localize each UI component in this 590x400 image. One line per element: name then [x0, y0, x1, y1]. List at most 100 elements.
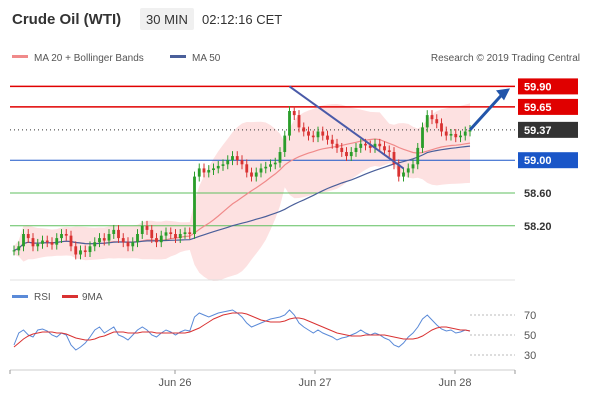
candle-body: [411, 164, 415, 169]
candle-body: [245, 164, 249, 173]
ma9-legend-swatch: [62, 295, 78, 298]
candle-body: [392, 152, 396, 165]
x-tick-label: Jun 27: [298, 377, 331, 389]
candle-body: [178, 234, 182, 239]
candle-body: [359, 143, 363, 148]
rsi-legend-swatch: [12, 295, 28, 298]
candle-body: [373, 143, 377, 148]
candle-body: [26, 234, 30, 239]
candle-body: [136, 234, 139, 243]
candle-body: [254, 172, 258, 177]
candle-body: [197, 168, 201, 177]
rsi-legend-label: RSI: [34, 292, 51, 303]
candle-body: [12, 250, 16, 252]
candle-body: [50, 242, 54, 245]
rsi-tick-50: 50: [524, 330, 536, 342]
candle-body: [212, 168, 215, 171]
candle-body: [292, 111, 296, 116]
candle-body: [164, 232, 168, 236]
candle-body: [121, 238, 125, 243]
candle-body: [117, 229, 120, 239]
candle-body: [321, 131, 325, 136]
candle-body: [269, 164, 272, 167]
candle-body: [449, 133, 453, 136]
candle-body: [383, 146, 386, 151]
candle-body: [297, 115, 301, 128]
candle-body: [83, 250, 87, 253]
level-labels: 59.90 59.65 59.37 59.00 58.60 58.20: [518, 78, 578, 233]
candle-body: [60, 234, 63, 239]
level-label-58-20: 58.20: [524, 221, 552, 233]
candle-body: [406, 168, 410, 173]
candle-body: [288, 111, 291, 136]
candle-body: [231, 156, 234, 161]
trendline: [288, 85, 405, 170]
candle-body: [183, 232, 187, 234]
candle-body: [368, 145, 372, 148]
candle-body: [145, 225, 149, 230]
candle-body: [425, 115, 429, 128]
candle-body: [31, 238, 35, 247]
candle-body: [155, 238, 158, 243]
ma50-legend-swatch: [170, 55, 186, 58]
level-badge-59-65: [518, 98, 578, 115]
candle-body: [240, 160, 244, 165]
x-axis: Jun 26 Jun 27 Jun 28: [9, 370, 516, 389]
candle-body: [250, 172, 253, 177]
candle-body: [102, 238, 106, 241]
level-badge-59-00: [518, 152, 578, 169]
candle-body: [330, 139, 334, 144]
candle-body: [41, 240, 44, 244]
candle-body: [45, 240, 49, 243]
candle-body: [36, 243, 40, 247]
candle-body: [430, 115, 434, 120]
candle-body: [302, 127, 306, 132]
forecast-arrow-head: [496, 88, 510, 101]
forecast-arrow-shaft: [468, 91, 506, 131]
candle-body: [98, 238, 101, 243]
candle-body: [335, 143, 339, 148]
candle-body: [316, 131, 320, 138]
candle-body: [131, 242, 135, 247]
rsi-tick-30: 30: [524, 350, 536, 362]
candle-body: [188, 232, 192, 234]
candle-body: [311, 135, 315, 138]
candle-body: [459, 135, 462, 138]
instrument-title: Crude Oil (WTI): [12, 11, 121, 28]
candle-body: [174, 234, 177, 239]
candle-body: [93, 242, 97, 247]
rsi-9ma-line: [13, 312, 471, 348]
candle-body: [259, 168, 263, 173]
candle-body: [216, 165, 220, 169]
ma50-legend-label: MA 50: [192, 53, 221, 64]
candle-body: [207, 170, 211, 173]
candle-body: [345, 152, 348, 157]
candle-body: [468, 129, 472, 132]
candle-body: [364, 143, 367, 146]
candle-body: [126, 242, 130, 247]
candle-body: [354, 147, 358, 152]
timestamp-label: 02:12:16 CET: [202, 12, 282, 27]
candle-body: [349, 152, 353, 157]
candle-body: [416, 147, 420, 165]
candle-body: [202, 168, 206, 173]
candle-body: [435, 119, 439, 124]
candle-body: [273, 162, 277, 165]
candle-body: [307, 131, 310, 136]
candle-body: [454, 133, 458, 138]
candle-body: [88, 246, 92, 253]
level-badge-59-90: [518, 78, 578, 95]
timeframe-badge: [140, 8, 194, 30]
level-badge-59-37: [518, 121, 578, 138]
candle-body: [402, 172, 405, 177]
level-label-59-65: 59.65: [524, 102, 552, 114]
ma9-legend-label: 9MA: [82, 292, 103, 303]
ma20-legend-swatch: [12, 55, 28, 58]
candle-body: [235, 156, 239, 161]
candle-body: [159, 235, 163, 243]
candle-body: [264, 166, 268, 169]
rsi-panel: 70 50 30: [13, 309, 536, 362]
candle-body: [169, 232, 173, 234]
candle-body: [112, 229, 116, 234]
